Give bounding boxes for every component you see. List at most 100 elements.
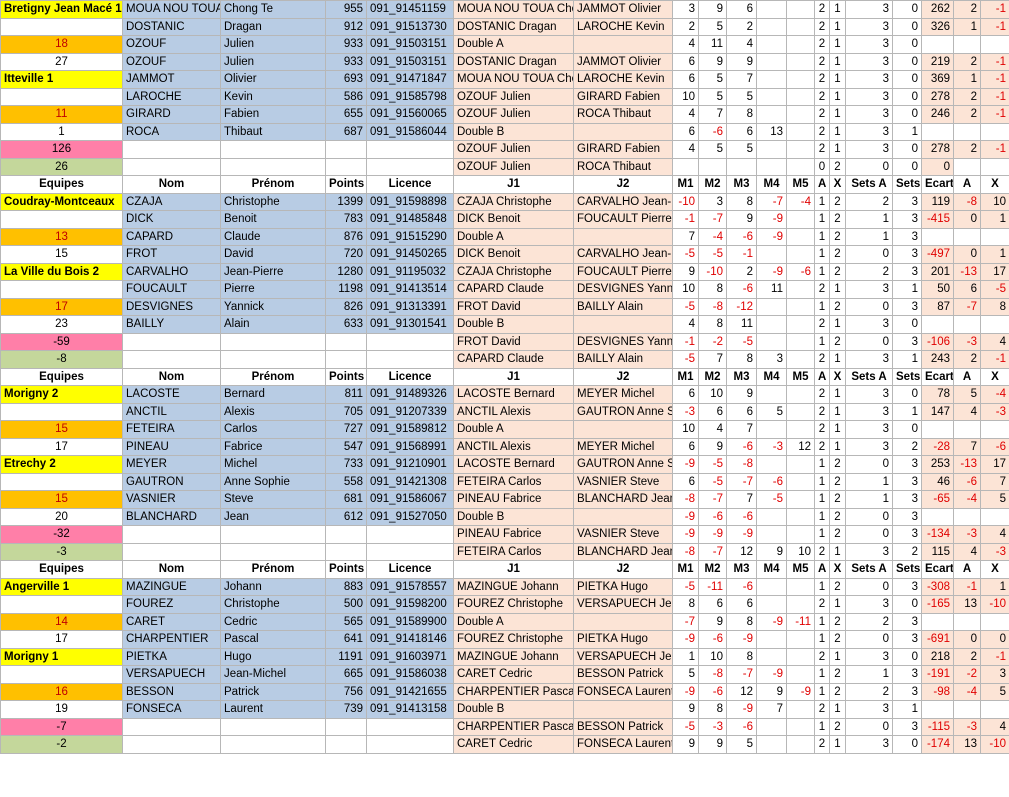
cell: 13 xyxy=(953,595,981,614)
cell: -11 xyxy=(698,577,727,596)
cell xyxy=(122,525,221,544)
cell: Double B xyxy=(453,122,574,141)
header-cell: Points xyxy=(325,175,367,194)
cell: CZAJA Christophe xyxy=(453,192,574,211)
cell: CAPARD Claude xyxy=(453,350,574,369)
cell: 1 xyxy=(814,665,830,684)
cell: 3 xyxy=(845,385,893,404)
cell: 739 xyxy=(325,700,367,719)
header-cell: Sets A xyxy=(845,367,893,386)
cell xyxy=(756,525,787,544)
cell: 912 xyxy=(325,17,367,36)
cell: -9 xyxy=(726,630,757,649)
cell: 201 xyxy=(921,262,954,281)
cell: 655 xyxy=(325,105,367,124)
data-row: 19 FONSECA Laurent 739 091_91413158 Double B 9… xyxy=(0,700,1009,719)
header-cell: M2 xyxy=(698,560,727,579)
cell xyxy=(786,70,815,89)
header-cell: Prénom xyxy=(220,367,326,386)
cell: CARET Cedric xyxy=(453,665,574,684)
cell: -2 xyxy=(0,735,123,754)
cell xyxy=(756,595,787,614)
cell: 2 xyxy=(814,140,830,159)
cell: 3 xyxy=(892,192,922,211)
cell: 2 xyxy=(829,262,846,281)
cell: -115 xyxy=(921,717,954,736)
cell: Jean-Michel xyxy=(220,665,326,684)
cell: 8 xyxy=(726,192,757,211)
cell: 565 xyxy=(325,612,367,631)
cell: ROCA Thibaut xyxy=(573,105,673,124)
cell: 1 xyxy=(814,630,830,649)
cell: Double A xyxy=(453,420,574,439)
cell: 681 xyxy=(325,490,367,509)
cell: 091_91421308 xyxy=(366,472,454,491)
cell: 219 xyxy=(921,52,954,71)
cell: JAMMOT xyxy=(122,70,221,89)
cell: 2 xyxy=(814,350,830,369)
cell: 3 xyxy=(845,595,893,614)
cell: 1 xyxy=(892,280,922,299)
cell xyxy=(325,140,367,159)
cell: LAROCHE xyxy=(122,87,221,106)
cell xyxy=(220,525,326,544)
cell xyxy=(0,595,123,614)
cell xyxy=(0,87,123,106)
cell: 5 xyxy=(756,402,787,421)
header-cell: M2 xyxy=(698,175,727,194)
cell: 13 xyxy=(756,122,787,141)
cell: -1 xyxy=(980,52,1009,71)
cell: -3 xyxy=(953,332,981,351)
cell: 2 xyxy=(829,455,846,474)
cell: 2 xyxy=(814,437,830,456)
cell xyxy=(786,420,815,439)
cell: BAILLY xyxy=(122,315,221,334)
cell: 243 xyxy=(921,350,954,369)
cell: GAUTRON Anne Sc xyxy=(573,455,673,474)
cell xyxy=(786,735,815,754)
cell: 1 xyxy=(829,350,846,369)
cell: 1198 xyxy=(325,280,367,299)
cell: 091_91586038 xyxy=(366,665,454,684)
cell: 0 xyxy=(845,717,893,736)
cell: -13 xyxy=(953,455,981,474)
data-row: 15 VASNIER Steve 681 091_91586067 PINEAU Fabr… xyxy=(0,490,1009,509)
header-cell: M5 xyxy=(786,367,815,386)
cell: 1 xyxy=(845,490,893,509)
cell xyxy=(672,157,699,176)
cell: 0 xyxy=(892,595,922,614)
cell xyxy=(786,140,815,159)
cell: MAZINGUE Johann xyxy=(453,647,574,666)
cell: -8 xyxy=(698,297,727,316)
cell xyxy=(220,332,326,351)
cell xyxy=(366,332,454,351)
cell: -8 xyxy=(672,542,699,561)
cell: FONSECA Laurent xyxy=(573,735,673,754)
cell xyxy=(786,157,815,176)
cell: Angerville 1 xyxy=(0,577,123,596)
cell xyxy=(756,297,787,316)
cell: 15 xyxy=(0,490,123,509)
cell: Patrick xyxy=(220,682,326,701)
cell: -11 xyxy=(786,612,815,631)
cell xyxy=(786,245,815,264)
cell: CHARPENTIER xyxy=(122,630,221,649)
cell: 1 xyxy=(845,665,893,684)
cell: 091_91313391 xyxy=(366,297,454,316)
cell xyxy=(786,402,815,421)
header-row: Equipes Nom Prénom Points Licence J1 J2 M1 M2 M3 M… xyxy=(0,367,1009,386)
data-row: Bretigny Jean Macé 1 MOUA NOU TOUA Chong T… xyxy=(0,0,1009,19)
cell: -1 xyxy=(980,140,1009,159)
cell: 1 xyxy=(814,332,830,351)
header-cell: Sets X xyxy=(892,560,922,579)
cell xyxy=(756,507,787,526)
cell xyxy=(220,735,326,754)
cell: Double A xyxy=(453,612,574,631)
cell: -5 xyxy=(698,245,727,264)
cell: FOUCAULT xyxy=(122,280,221,299)
header-cell: M4 xyxy=(756,367,787,386)
cell xyxy=(980,612,1009,631)
cell: 2 xyxy=(814,402,830,421)
cell xyxy=(786,507,815,526)
cell: 2 xyxy=(829,192,846,211)
